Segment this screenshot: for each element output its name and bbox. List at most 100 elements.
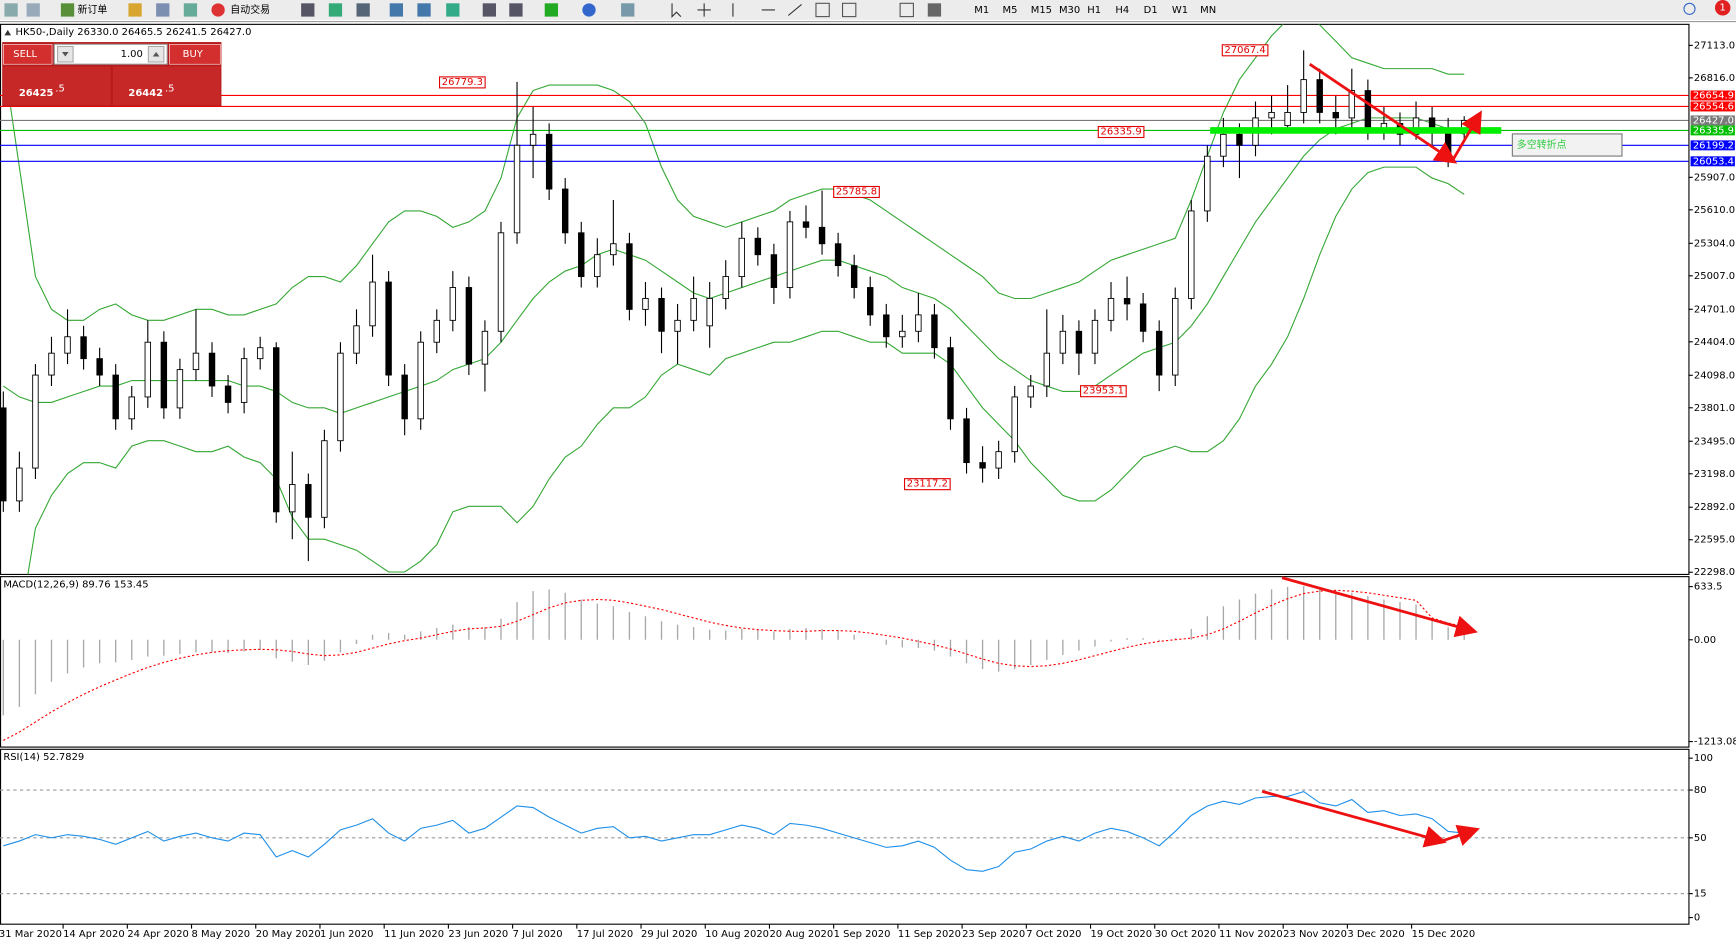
sell-price-box[interactable] (3, 66, 111, 106)
x-tick-label: 14 Apr 2020 (63, 929, 125, 940)
price-annotation-box (833, 185, 880, 199)
candle-body (1107, 298, 1115, 321)
candle-body (786, 221, 794, 288)
candle-body (176, 369, 184, 409)
buy-button[interactable] (169, 43, 221, 65)
trend-arrow (1451, 110, 1482, 162)
candle-body (128, 396, 135, 420)
sell-label[interactable]: SELL (13, 49, 37, 60)
cursor-tool[interactable] (671, 3, 682, 18)
price-annotation: 25785.8 (836, 186, 877, 197)
auto-trade-icon[interactable] (211, 3, 225, 17)
icon[interactable] (509, 3, 523, 17)
one-click-trading-panel: SELL 1.00 BUY 26425 .5 26442 .5 (2, 42, 222, 107)
candle-body (1155, 330, 1163, 376)
templates[interactable] (621, 3, 635, 17)
crosshair-tool[interactable] (697, 3, 711, 17)
candle-body (1220, 133, 1227, 157)
new-order-icon[interactable] (60, 3, 75, 17)
candle-body (561, 188, 569, 234)
new-order-button[interactable]: 新订单 (78, 3, 108, 16)
y-tick-label: 0.00 (1694, 635, 1716, 646)
bollinger-band (2, 24, 1465, 321)
zoom-in[interactable] (389, 3, 403, 17)
icon[interactable] (356, 3, 370, 17)
alerts-badge[interactable] (1714, 0, 1731, 16)
icon[interactable] (841, 2, 857, 18)
periods[interactable] (582, 3, 596, 17)
icon[interactable] (183, 3, 198, 17)
candle-body (834, 243, 842, 267)
candle-body (674, 319, 681, 332)
x-tick-label: 23 Nov 2020 (1283, 929, 1347, 940)
candle-body (337, 352, 344, 442)
separator (0, 21, 1736, 23)
candle-body (513, 144, 521, 234)
icon[interactable] (815, 2, 830, 18)
arrow (62, 52, 69, 57)
zoom-out[interactable] (417, 3, 431, 17)
y-tick-label: 23198.0 (1694, 469, 1735, 480)
candle-body (1091, 319, 1099, 354)
sell-price-fraction: .5 (55, 84, 65, 95)
timeframe-button[interactable]: MN (1200, 5, 1216, 16)
icon[interactable] (301, 3, 315, 17)
timeframe-button[interactable]: M5 (1003, 5, 1018, 16)
icon[interactable] (927, 3, 942, 17)
x-tick-label: 11 Jun 2020 (384, 929, 444, 940)
x-tick-label: 20 Aug 2020 (769, 929, 833, 940)
candle-body (80, 336, 87, 360)
y-tick-label: 26816.0 (1694, 73, 1735, 84)
toolbar-bg (0, 0, 1736, 20)
timeframe-button[interactable]: M30 (1059, 5, 1080, 16)
candle-body (1284, 111, 1291, 127)
price-level-tag (1690, 156, 1735, 167)
candle-body (850, 265, 858, 288)
candle-body (192, 352, 200, 371)
icon[interactable] (128, 3, 142, 17)
search[interactable] (1683, 2, 1696, 15)
chart-pane: 27113.0 26816.0 25907.0 25610.0 25304.0 25007… (0, 23, 1735, 578)
icon[interactable] (4, 3, 18, 17)
lot-input[interactable] (53, 43, 168, 65)
candle-body (305, 484, 312, 518)
icon[interactable] (328, 3, 343, 17)
timeframe-button[interactable]: H1 (1087, 5, 1101, 16)
candle-body (16, 467, 23, 502)
candle-body (947, 347, 954, 420)
icon[interactable] (482, 3, 496, 17)
candle-body (369, 281, 376, 327)
icon[interactable] (156, 3, 170, 17)
pivot-label: 多空转折点 (1517, 138, 1567, 151)
x-tick-label: 23 Jun 2020 (448, 929, 508, 940)
indicators[interactable] (544, 3, 558, 17)
icon[interactable] (899, 2, 914, 18)
buy-price: 26442 (128, 88, 163, 99)
auto-trade-button[interactable]: 自动交易 (230, 3, 270, 16)
sell-button[interactable] (3, 43, 53, 65)
timeframe-button[interactable]: D1 (1144, 5, 1158, 16)
candle-body (770, 254, 778, 288)
tile-windows[interactable] (446, 3, 460, 17)
draw-tools[interactable] (732, 3, 802, 17)
arrow (152, 52, 160, 57)
candle-body (995, 451, 1002, 469)
buy-label[interactable]: BUY (183, 49, 204, 60)
y-tick-label: 24404.0 (1694, 337, 1735, 348)
candle-body (1348, 90, 1356, 119)
candle-body (112, 374, 119, 420)
lot-value[interactable]: 1.00 (121, 49, 143, 60)
candle-body (1332, 111, 1339, 119)
candle-body (1139, 303, 1147, 332)
x-tick-label: 7 Oct 2020 (1026, 929, 1081, 940)
timeframe-button[interactable]: W1 (1172, 5, 1188, 16)
timeframe-button[interactable]: M1 (974, 5, 989, 16)
buy-price-box[interactable] (112, 66, 221, 106)
price-level-tag (1690, 90, 1735, 101)
icon[interactable] (26, 3, 40, 17)
y-tick-label: 22595.0 (1694, 535, 1735, 546)
timeframe-button[interactable]: H4 (1115, 5, 1129, 16)
timeframe-button[interactable]: M15 (1031, 5, 1052, 16)
candle-body (690, 298, 697, 321)
